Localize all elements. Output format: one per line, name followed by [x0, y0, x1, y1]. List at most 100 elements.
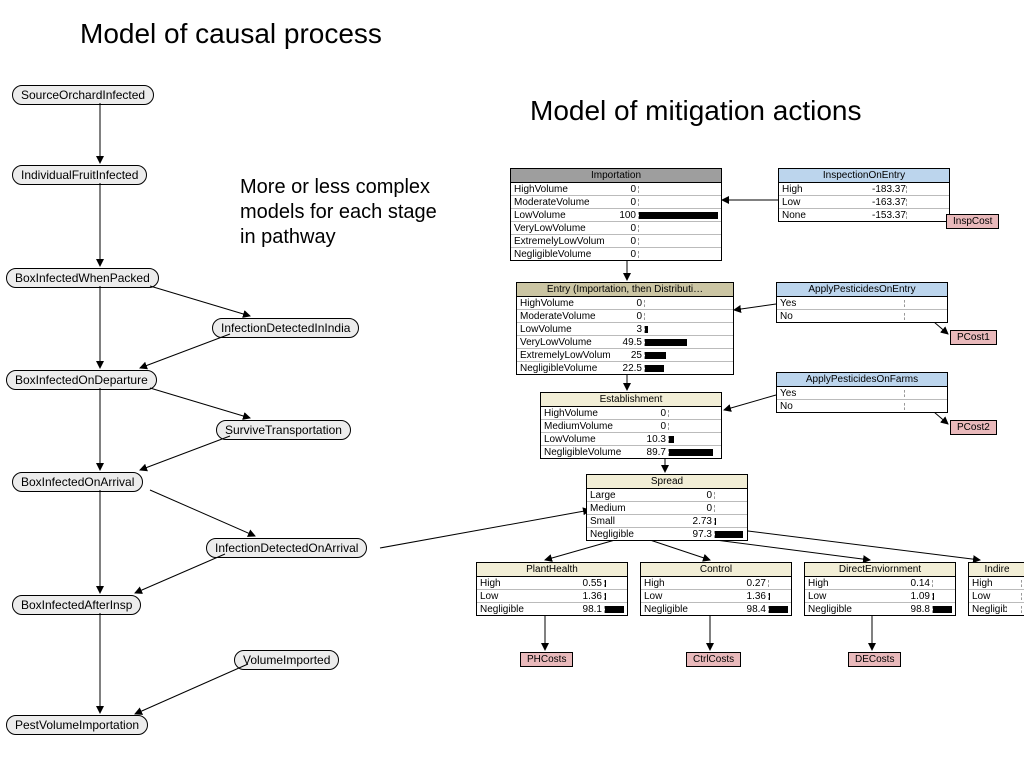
table-row: Negligible98.8 [805, 602, 955, 615]
row-label: Negligible [477, 604, 570, 615]
table-header: ApplyPesticidesOnEntry [777, 283, 947, 297]
row-label: Large [587, 490, 680, 501]
row-value: 0 [604, 184, 638, 195]
row-label: Yes [777, 388, 870, 399]
row-bar [932, 580, 952, 587]
row-value: 0 [634, 421, 668, 432]
row-value: 0 [680, 503, 714, 514]
table-row: High-183.37 [779, 183, 949, 195]
row-bar [768, 606, 788, 613]
hex-ph-costs: PHCosts [520, 652, 573, 667]
row-bar [904, 403, 944, 410]
node-volume-imported: VolumeImported [234, 650, 339, 670]
node-detected-arrival: InfectionDetectedOnArrival [206, 538, 367, 558]
table-row: Yes [777, 387, 947, 399]
table-row: Small2.73 [587, 514, 747, 527]
row-label: Low [477, 591, 570, 602]
row-value: 0.14 [898, 578, 932, 589]
row-value: 0 [680, 490, 714, 501]
node-box-departure: BoxInfectedOnDeparture [6, 370, 157, 390]
row-label: High [969, 578, 1007, 589]
table-header: Spread [587, 475, 747, 489]
row-bar [644, 339, 730, 346]
row-bar [932, 593, 952, 600]
row-value: 0 [604, 197, 638, 208]
row-bar [638, 199, 718, 206]
row-label: Negligible [641, 604, 734, 615]
row-label: Low [779, 197, 872, 208]
note-text: More or less complex models for each sta… [240, 175, 440, 250]
table-row: NegligibleVolume89.7 [541, 445, 721, 458]
node-detected-india: InfectionDetectedInIndia [212, 318, 359, 338]
row-label: LowVolume [541, 434, 634, 445]
table-row: Low-163.37 [779, 195, 949, 208]
row-bar [906, 212, 946, 219]
row-value: 10.3 [634, 434, 668, 445]
node-pest-volume-import: PestVolumeImportation [6, 715, 148, 735]
row-label: ExtremelyLowVolume [511, 236, 604, 247]
row-value: 3 [610, 324, 644, 335]
table-row: High0.14 [805, 577, 955, 589]
table-row: ExtremelyLowVolume0 [511, 234, 721, 247]
row-label: ModerateVolume [511, 197, 604, 208]
table-row: MediumVolume0 [541, 419, 721, 432]
table-header: Establishment [541, 393, 721, 407]
row-bar [638, 186, 718, 193]
row-label: Yes [777, 298, 870, 309]
hex-pcost2: PCost2 [950, 420, 997, 435]
row-value: 0 [604, 236, 638, 247]
row-label: High [641, 578, 734, 589]
table-row: Medium0 [587, 501, 747, 514]
row-bar [1021, 606, 1022, 613]
row-bar [638, 212, 718, 219]
table-row: LowVolume10.3 [541, 432, 721, 445]
row-value: 1.36 [570, 591, 604, 602]
row-bar [932, 606, 952, 613]
row-bar [904, 300, 944, 307]
table-row: VeryLowVolume49.5 [517, 335, 733, 348]
row-bar [1021, 593, 1022, 600]
row-value: 98.4 [734, 604, 768, 615]
table-row: NegligibleVolume22.5 [517, 361, 733, 374]
row-bar [644, 326, 730, 333]
row-value: 1.09 [898, 591, 932, 602]
row-bar [906, 199, 946, 206]
row-label: High [779, 184, 872, 195]
row-value: 0 [634, 408, 668, 419]
row-bar [644, 365, 730, 372]
row-bar [638, 251, 718, 258]
title-mitigation: Model of mitigation actions [530, 95, 862, 127]
table-indirect: IndireHighLowNegligibl [968, 562, 1024, 616]
row-bar [604, 580, 624, 587]
row-label: High [805, 578, 898, 589]
row-label: MediumVolume [541, 421, 634, 432]
row-value: 98.1 [570, 604, 604, 615]
node-box-arrival: BoxInfectedOnArrival [12, 472, 143, 492]
table-header: Entry (Importation, then Distributi… [517, 283, 733, 297]
row-bar [644, 352, 730, 359]
table-row: VeryLowVolume0 [511, 221, 721, 234]
row-bar [906, 186, 946, 193]
table-row: Low1.36 [641, 589, 791, 602]
row-label: Negligible [587, 529, 680, 540]
table-row: No [777, 399, 947, 412]
table-direct-environment: DirectEnviornmentHigh0.14Low1.09Negligib… [804, 562, 956, 616]
row-label: None [779, 210, 872, 221]
row-bar [668, 449, 718, 456]
table-apply-pesticides-farms: ApplyPesticidesOnFarmsYesNo [776, 372, 948, 413]
row-bar [714, 518, 744, 525]
table-header: Importation [511, 169, 721, 183]
row-value: 0.27 [734, 578, 768, 589]
row-value: -183.37 [872, 184, 906, 195]
table-apply-pesticides-entry: ApplyPesticidesOnEntryYes No [776, 282, 948, 323]
row-value: 97.3 [680, 529, 714, 540]
row-bar [604, 606, 624, 613]
row-label: No [777, 311, 870, 322]
row-value: 89.7 [634, 447, 668, 458]
row-bar [904, 313, 944, 320]
table-importation: ImportationHighVolume0ModerateVolume0Low… [510, 168, 722, 261]
table-row: Negligible97.3 [587, 527, 747, 540]
row-value: 0 [610, 298, 644, 309]
table-row: Negligibl [969, 602, 1024, 615]
table-row: ExtremelyLowVolume25 [517, 348, 733, 361]
